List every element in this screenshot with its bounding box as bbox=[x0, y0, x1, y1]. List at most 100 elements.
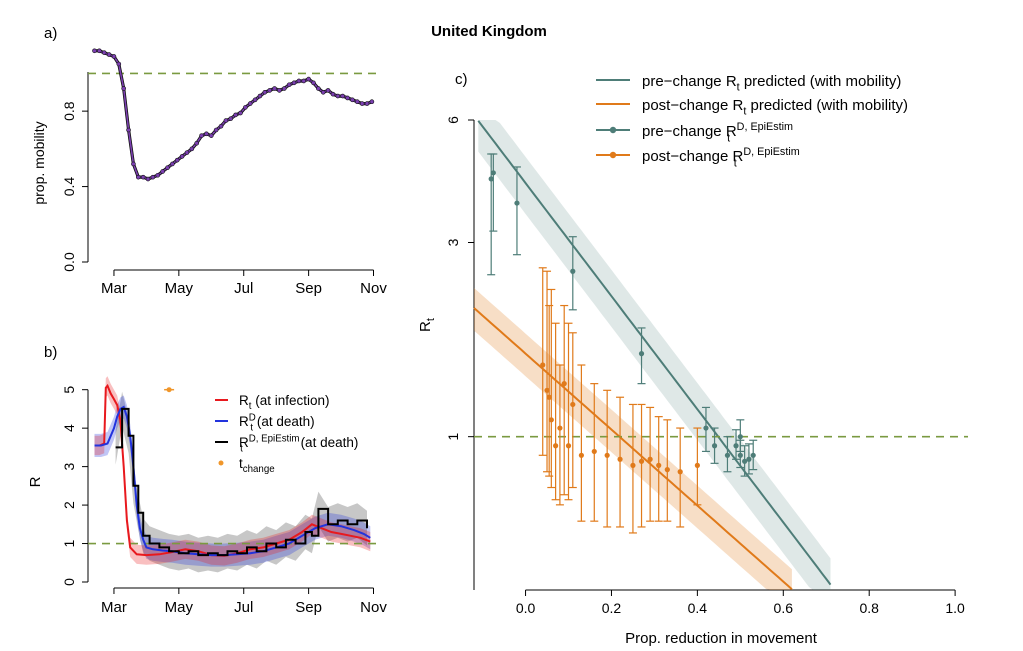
panel-c-post-change-point bbox=[604, 452, 610, 458]
panel-a-mobility-point bbox=[155, 172, 161, 178]
panel-a-mobility-point bbox=[345, 95, 350, 101]
panel-a-mobility-point bbox=[320, 89, 326, 95]
panel-c-post-change-point bbox=[677, 469, 683, 475]
panel-a-x-tick-label: Mar bbox=[101, 280, 127, 297]
panel-a-mobility-point bbox=[194, 140, 199, 146]
panel-c-post-change-point bbox=[638, 458, 645, 464]
panel-c-post-change-point bbox=[546, 394, 552, 400]
panel-a-mobility-point bbox=[369, 99, 375, 105]
panel-a-mobility-point bbox=[208, 133, 214, 138]
panel-a-mobility-point bbox=[126, 127, 131, 133]
panel-a-mobility-point bbox=[101, 50, 107, 55]
panel-c-x-tick-label: 0.4 bbox=[688, 600, 708, 616]
panel-b-x-tick-label: Nov bbox=[360, 599, 387, 616]
panel-c-pre-change-point bbox=[490, 170, 496, 176]
panel-a-mobility-point bbox=[252, 97, 258, 103]
panel-a-mobility-point bbox=[354, 99, 360, 105]
panel-b-epiestim-band bbox=[115, 391, 367, 573]
panel-c-x-label: Prop. reduction in movement bbox=[625, 630, 818, 647]
panel-c-legend-label: pre−change RD, EpiEstim t bbox=[642, 121, 793, 144]
panel-b-legend-label: RD, EpiEstim t (at death) bbox=[239, 434, 358, 455]
panel-a-mobility-point bbox=[238, 110, 243, 116]
panel-a-mobility-point bbox=[364, 101, 370, 106]
panel-c-legend-swatch-point bbox=[609, 151, 617, 159]
panel-c-post-change-point bbox=[557, 425, 563, 431]
panel-c-y-label: Rt bbox=[417, 318, 437, 332]
panel-c-post-change-point bbox=[694, 462, 700, 469]
panel-c-x-tick-label: 0.0 bbox=[516, 600, 536, 616]
panel-a-mobility-point bbox=[145, 176, 151, 182]
panel-c-post-change-point bbox=[591, 448, 597, 455]
panel-c-pre-change-point bbox=[750, 452, 756, 458]
panel-c-x-tick-label: 0.8 bbox=[859, 600, 879, 616]
panel-a-mobility-point bbox=[184, 150, 190, 155]
panel-c-pre-change-point bbox=[514, 200, 520, 206]
panel-a-mobility-point bbox=[233, 112, 238, 118]
panel-c-pre-change-point bbox=[703, 425, 709, 431]
panel-a-y-tick-label: 0.4 bbox=[61, 177, 77, 197]
panel-c-pre-change-point bbox=[737, 434, 743, 440]
panel-a-mobility-point bbox=[296, 78, 302, 84]
panel-a-label: a) bbox=[44, 25, 57, 42]
panel-a-mobility-point bbox=[204, 131, 209, 137]
panel-a-mobility-point bbox=[174, 157, 180, 163]
panel-a-mobility-point bbox=[286, 82, 292, 88]
panel-a-mobility-point bbox=[267, 88, 272, 93]
panel-c-y-tick-label: 1 bbox=[445, 433, 461, 441]
panel-a-x-tick-label: Nov bbox=[360, 280, 387, 297]
panel-a-mobility-point bbox=[257, 93, 263, 99]
panel-c-post-change-point bbox=[617, 456, 623, 462]
panel-a-mobility-point bbox=[330, 91, 336, 97]
panel-a-y-label: prop. mobility bbox=[31, 121, 47, 204]
panel-a-mobility-point bbox=[150, 174, 156, 180]
panel-c-label: c) bbox=[455, 71, 468, 88]
panel-c-post-change-point bbox=[570, 401, 576, 408]
panel-a-mobility-point bbox=[359, 101, 365, 106]
panel-c-pre-change-point bbox=[737, 452, 743, 458]
panel-a-mobility-point bbox=[135, 174, 141, 180]
panel-a-mobility-point bbox=[316, 86, 321, 91]
panel-b-y-label: R bbox=[27, 476, 44, 487]
panel-a-mobility-chart: 0.0 0.4 0.8 Mar May Jul Sep Nov prop. mobility bbox=[31, 48, 387, 297]
panel-a-mobility-point bbox=[179, 154, 185, 159]
panel-a-mobility-point bbox=[92, 48, 97, 54]
panel-c-post-change-point bbox=[561, 381, 567, 387]
panel-a-mobility-point bbox=[325, 88, 331, 93]
panel-c-pre-change-point bbox=[746, 456, 752, 462]
panel-a-mobility-point bbox=[97, 48, 102, 54]
panel-a-mobility-line bbox=[94, 50, 373, 180]
panel-a-mobility-point bbox=[131, 161, 136, 167]
panel-c-post-change-point bbox=[630, 462, 636, 469]
panel-a-mobility-point bbox=[218, 123, 224, 129]
panel-c-pre_change-curve bbox=[477, 120, 832, 586]
panel-c-pre-change-point bbox=[724, 452, 731, 458]
panel-b-y-tick-label: 1 bbox=[61, 539, 77, 547]
panel-a-mobility-point bbox=[189, 146, 195, 152]
panel-a-mobility-point bbox=[335, 93, 341, 99]
panel-a-mobility-point bbox=[160, 169, 165, 174]
panel-b-legend-label: Rt (at infection) bbox=[239, 393, 330, 412]
panel-a-mobility-point bbox=[228, 116, 234, 121]
panel-c-post-change-point bbox=[553, 443, 559, 449]
panel-c-pre-change-point bbox=[733, 443, 739, 449]
panel-a-x-tick-label: May bbox=[165, 280, 194, 297]
panel-a-mobility-point bbox=[301, 78, 307, 84]
panel-a-y-tick-label: 0.0 bbox=[61, 252, 77, 272]
panel-a-mobility-line-outline bbox=[94, 49, 373, 181]
panel-a-mobility-point bbox=[243, 105, 248, 110]
panel-c-post-change-point bbox=[540, 362, 546, 368]
panel-a-mobility-point bbox=[340, 93, 345, 99]
panel-c-post-change-point bbox=[664, 467, 670, 473]
panel-c-pre-change-point bbox=[742, 458, 748, 464]
panel-a-mobility-point bbox=[140, 174, 146, 180]
panel-c-post-change-point bbox=[548, 417, 554, 423]
panel-a-mobility-point bbox=[291, 80, 297, 86]
panel-b-y-tick-label: 4 bbox=[61, 424, 77, 432]
panel-a-y-tick-label: 0.8 bbox=[61, 101, 77, 121]
panel-b-y-tick-label: 5 bbox=[61, 386, 77, 394]
panel-b-x-tick-label: Sep bbox=[295, 599, 322, 616]
panel-b-legend-label: RD t (at death) bbox=[239, 413, 315, 434]
panel-b-legend-swatch bbox=[218, 460, 224, 466]
panel-c-post-change-point bbox=[565, 443, 572, 449]
